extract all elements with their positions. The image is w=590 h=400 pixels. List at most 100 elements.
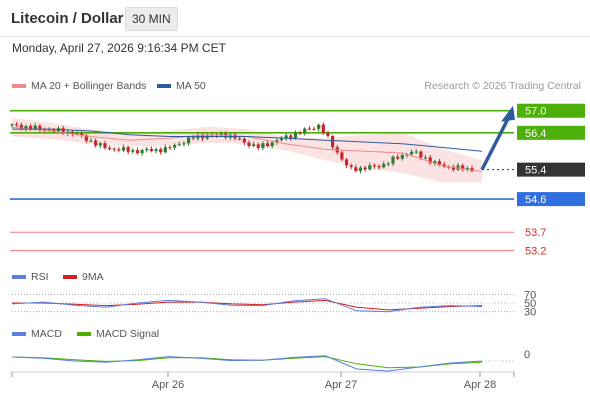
candle-body: [252, 144, 256, 147]
candle-body: [284, 135, 288, 139]
candle-body: [135, 150, 140, 154]
candle-body: [242, 138, 246, 143]
ma20-swatch: [12, 84, 26, 89]
candle-body: [428, 157, 432, 164]
candle-body: [279, 138, 284, 141]
forecast-arrow-shaft: [480, 117, 510, 171]
target-label-53.2: 53.2: [525, 246, 546, 258]
support-label-54.6: 54.6: [525, 194, 546, 206]
candle-body: [177, 144, 181, 146]
candle-body: [112, 148, 116, 150]
x-tick-label-2: Apr 28: [464, 379, 496, 391]
candle-body: [52, 129, 56, 132]
macd-swatch: [12, 332, 26, 337]
candle-body: [182, 143, 186, 145]
rsi-tick-70: 70: [524, 289, 536, 301]
candle-body: [354, 167, 358, 172]
candle-body: [33, 125, 37, 129]
candle-body: [186, 137, 191, 144]
candle-body: [368, 165, 372, 170]
candle-body: [433, 161, 437, 164]
target-label-53.7: 53.7: [525, 227, 546, 239]
candle-body: [38, 125, 42, 130]
candle-body: [94, 140, 98, 146]
candle-body: [303, 128, 307, 134]
candle-body: [173, 144, 177, 148]
x-tick-label-1: Apr 27: [325, 379, 357, 391]
legend-ma50: MA 50: [157, 80, 206, 92]
candle-body: [84, 135, 88, 141]
macd-signal-line: [11, 356, 483, 369]
rsi-tick-30: 30: [524, 307, 536, 319]
candle-body: [191, 137, 195, 139]
candle-body: [289, 135, 293, 139]
candle-body: [340, 152, 344, 160]
candle-body: [89, 140, 93, 142]
resistance-label-56.4: 56.4: [525, 128, 546, 140]
copyright-text: Research © 2026 Trading Central: [424, 80, 581, 92]
legend-ma50-label: MA 50: [176, 80, 206, 92]
legend-rsi: RSI: [12, 271, 49, 283]
candle-body: [219, 133, 223, 136]
candle-body: [159, 149, 163, 153]
x-tick-label-0: Apr 26: [152, 379, 184, 391]
candle-body: [163, 147, 167, 153]
candle-body: [344, 159, 349, 166]
candle-body: [437, 161, 442, 165]
candle-body: [363, 167, 367, 170]
candle-body: [154, 149, 158, 152]
candle-body: [358, 167, 363, 172]
interval-selector[interactable]: 30 MIN: [125, 7, 178, 31]
candle-body: [126, 147, 130, 152]
rsi-ma-swatch: [63, 275, 77, 280]
candle-body: [149, 148, 153, 152]
candle-body: [419, 151, 423, 158]
legend-rsi-label: RSI: [31, 271, 49, 283]
macd-line: [11, 355, 483, 372]
candle-body: [312, 128, 316, 130]
candle-body: [409, 151, 414, 155]
current-price-label: 55.4: [525, 165, 546, 177]
candle-body: [107, 147, 112, 149]
candle-body: [391, 156, 395, 164]
candle-body: [66, 131, 70, 134]
candle-body: [400, 155, 404, 159]
macd-signal-swatch: [77, 332, 91, 337]
candle-body: [256, 144, 260, 148]
chart-datetime: Monday, April 27, 2026 9:16:34 PM CET: [12, 41, 226, 55]
current-price-tag: [517, 162, 585, 177]
candle-body: [372, 165, 377, 167]
candle-body: [326, 133, 330, 137]
forecast-arrow-head: [501, 105, 515, 122]
candle-body: [298, 132, 302, 134]
candle-body: [28, 126, 33, 129]
candle-body: [321, 124, 325, 134]
candle-body: [331, 136, 335, 148]
legend-macd-signal: MACD Signal: [77, 328, 159, 340]
candle-body: [238, 138, 242, 140]
rsi-swatch: [12, 275, 26, 280]
legend-rsi-ma: 9MA: [63, 271, 104, 283]
resistance-tag-57.0: [517, 103, 585, 118]
candle-body: [265, 143, 270, 147]
candle-body: [396, 156, 400, 159]
resistance-label-57.0: 57.0: [525, 106, 546, 118]
candle-body: [131, 150, 135, 152]
candle-body: [293, 132, 298, 139]
candle-body: [307, 128, 311, 130]
candle-body: [349, 165, 353, 168]
candle-body: [15, 124, 19, 126]
candle-body: [19, 124, 23, 129]
candle-body: [98, 143, 102, 146]
resistance-tag-56.4: [517, 125, 585, 140]
candle-body: [317, 124, 321, 129]
rsi-tick-50: 50: [524, 298, 536, 310]
legend-macd-signal-label: MACD Signal: [96, 328, 160, 340]
candle-body: [61, 128, 65, 134]
legend-ma20: MA 20 + Bollinger Bands: [12, 80, 146, 92]
candle-body: [247, 142, 251, 147]
legend-rsi-ma-label: 9MA: [82, 271, 104, 283]
candle-body: [168, 147, 172, 149]
page-title: Litecoin / Dollar: [11, 10, 124, 27]
rsi-line: [11, 298, 483, 313]
